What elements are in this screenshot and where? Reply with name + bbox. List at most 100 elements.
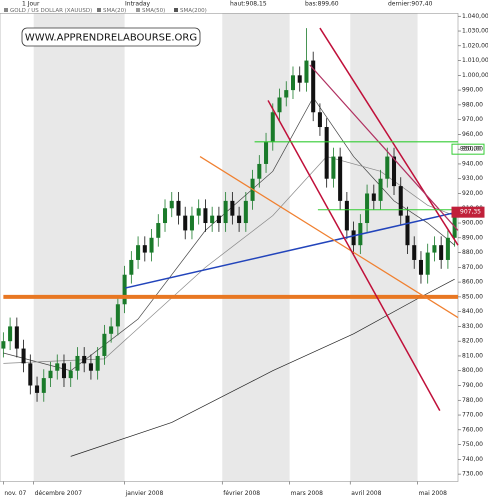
y-tick-label: 740,00 (462, 456, 483, 463)
y-tick-label: 1.000,00 (462, 72, 488, 79)
candle-body (324, 127, 329, 179)
y-tick-label: 990,00 (462, 87, 483, 94)
plot-frame (0, 13, 459, 482)
sma-line (3, 156, 455, 364)
candle-body (378, 178, 383, 201)
candle-body (88, 363, 93, 371)
candle-body (432, 245, 437, 253)
candle-body (183, 215, 188, 231)
candle-body (284, 90, 289, 98)
candle-body (169, 200, 174, 209)
candle-body (35, 385, 40, 393)
trendline (199, 156, 459, 319)
candle-body (109, 326, 114, 334)
trendline (319, 27, 459, 246)
y-tick-label: 840,00 (462, 308, 483, 315)
x-tick-label: mai 2008 (419, 490, 448, 497)
y-tick-label: 1.040,00 (462, 13, 488, 20)
y-tick-label: 830,00 (462, 323, 483, 330)
y-tick-label: 1.020,00 (462, 42, 488, 49)
candle-body (216, 215, 221, 224)
candle-body (257, 163, 262, 179)
x-tick-label: nov. 07 (4, 490, 26, 497)
candle-body (425, 252, 430, 275)
y-tick-label: 960,00 (462, 131, 483, 138)
candle-body (55, 363, 60, 371)
candle-body (1, 341, 6, 349)
candle-body (405, 215, 410, 246)
candle-body (445, 237, 450, 260)
month-band (33, 13, 125, 482)
y-tick-label: 800,00 (462, 367, 483, 374)
y-tick-label: 860,00 (462, 279, 483, 286)
price-tag-label: 907,35 (460, 209, 481, 216)
candle-body (351, 230, 356, 246)
candle-body (14, 326, 19, 349)
candle-body (311, 60, 316, 113)
candle-body (391, 156, 397, 187)
x-tick-label: décembre 2007 (35, 490, 83, 497)
candle-body (75, 355, 80, 371)
price-tag (451, 143, 485, 155)
candle-body (317, 112, 322, 128)
y-tick-label: 850,00 (462, 293, 483, 300)
y-tick-label: 890,00 (462, 234, 483, 241)
y-tick-label: 760,00 (462, 426, 483, 433)
x-tick-label: janvier 2008 (125, 490, 164, 497)
price-tag (451, 206, 485, 218)
trendline (125, 211, 459, 289)
candle-body (331, 156, 336, 179)
candle-body (136, 245, 141, 260)
candle-body (156, 223, 161, 238)
y-tick-label: 920,00 (462, 190, 483, 197)
candle-body (189, 215, 194, 231)
candle-body (122, 274, 127, 305)
candle-body (21, 348, 26, 364)
candle-body (82, 355, 87, 364)
month-band (222, 13, 290, 482)
candle-body (210, 215, 215, 224)
candle-body (371, 193, 376, 201)
candle-body (102, 333, 107, 356)
candle-body (41, 378, 46, 393)
candle-body (297, 75, 302, 83)
legend-label: SMA(20) (103, 8, 126, 14)
x-tick-label: avril 2008 (351, 490, 381, 497)
candle-body (290, 75, 296, 91)
candle-body (129, 259, 134, 275)
candle-body (196, 208, 201, 216)
x-tick-label: mars 2008 (291, 490, 323, 497)
candle-body (365, 193, 370, 224)
trendline (309, 64, 459, 231)
candle-body (398, 186, 403, 216)
y-tick-label: 950,00 (462, 146, 483, 153)
candle-body (452, 212, 457, 238)
y-tick-label: 880,00 (462, 249, 483, 256)
watermark-box (21, 27, 201, 47)
candle-body (115, 304, 120, 327)
candle-body (203, 208, 208, 224)
candle-body (149, 237, 154, 253)
header-last: dernier:907,40 (388, 1, 433, 8)
y-tick-label: 970,00 (462, 116, 483, 123)
candle-body (237, 215, 242, 224)
y-tick-label: 980,00 (462, 101, 483, 108)
legend-swatch (4, 8, 8, 12)
candle-body (270, 112, 275, 142)
y-tick-label: 870,00 (462, 264, 483, 271)
candle-body (95, 355, 100, 371)
candle-body (28, 363, 33, 386)
legend-label: SMA(50) (142, 8, 165, 14)
trendline (267, 100, 441, 411)
y-tick-label: 930,00 (462, 175, 483, 182)
price-tag-label: 950,00 (460, 146, 481, 153)
candle-body (61, 363, 67, 379)
candle-body (176, 200, 181, 216)
y-tick-label: 790,00 (462, 382, 483, 389)
candle-body (8, 326, 13, 342)
legend-label: GOLD / US DOLLAR (XAUUSD) (10, 8, 92, 14)
sma-line (70, 278, 455, 457)
legend-swatch (136, 8, 140, 12)
candle-body (304, 60, 309, 83)
